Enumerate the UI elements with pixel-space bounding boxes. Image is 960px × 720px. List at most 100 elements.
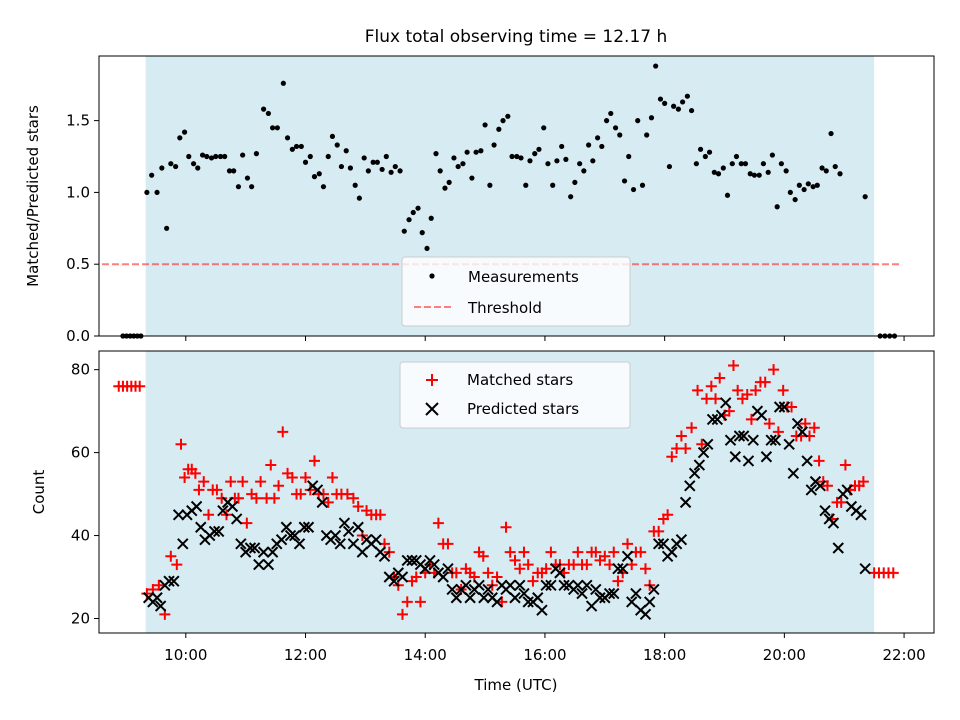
predicted-star-point	[334, 538, 346, 550]
measurement-point	[446, 179, 452, 185]
measurement-point	[657, 96, 664, 102]
measurement-point	[586, 142, 592, 148]
matched-star-point	[590, 546, 602, 558]
predicted-star-point	[572, 579, 584, 592]
measurement-point	[801, 186, 807, 193]
matched-star-point	[175, 438, 187, 450]
legend-measurements-marker	[429, 273, 435, 279]
measurement-point	[338, 163, 345, 170]
matched-star-point	[504, 546, 516, 558]
legend-matched-label: Matched stars	[467, 371, 573, 389]
x-tick-label: 16:00	[523, 646, 566, 664]
measurement-point	[397, 168, 403, 174]
measurement-point	[365, 168, 371, 174]
matched-star-point	[165, 550, 177, 562]
measurement-point	[469, 175, 475, 181]
predicted-star-point	[675, 533, 688, 546]
matched-star-point	[250, 492, 262, 504]
measurement-point	[442, 185, 448, 191]
measurement-point	[460, 161, 466, 167]
predicted-star-point	[316, 496, 328, 509]
predicted-star-point	[482, 583, 494, 596]
predicted-star-point	[289, 529, 301, 542]
matched-star-point	[211, 484, 223, 496]
predicted-star-point	[347, 538, 360, 550]
matched-star-point	[741, 389, 753, 401]
matched-star-point	[300, 471, 312, 483]
matched-star-point	[308, 455, 320, 467]
measurement-point	[688, 107, 695, 114]
predicted-star-point	[370, 533, 382, 546]
matched-star-point	[705, 380, 717, 392]
measurement-point	[644, 132, 650, 138]
measurement-point	[747, 171, 753, 177]
measurement-point	[173, 163, 179, 170]
measurement-point	[343, 148, 349, 154]
predicted-star-point	[352, 521, 364, 533]
matched-star-point	[277, 426, 289, 438]
measurement-point	[810, 184, 816, 190]
predicted-star-point	[235, 538, 247, 550]
x-tick-label: 10:00	[164, 646, 207, 664]
matched-star-point	[255, 476, 267, 488]
measurement-point	[590, 158, 596, 164]
predicted-star-point	[464, 592, 476, 604]
matched-star-point	[786, 401, 798, 413]
matched-star-point	[639, 563, 651, 575]
matched-star-point	[813, 455, 825, 467]
predicted-star-point	[442, 563, 454, 575]
measurement-point	[765, 169, 771, 175]
predicted-star-point	[791, 417, 804, 430]
predicted-star-point	[450, 592, 463, 604]
predicted-star-point	[608, 587, 620, 600]
measurement-point	[751, 172, 758, 178]
measurement-point	[514, 153, 520, 160]
predicted-star-point	[208, 525, 221, 538]
matched-star-point	[171, 559, 183, 571]
predicted-star-point	[666, 546, 678, 558]
predicted-star-point	[630, 587, 642, 600]
measurement-point	[347, 165, 353, 171]
matched-star-point	[527, 575, 539, 587]
matched-star-point	[692, 384, 704, 396]
matched-star-point	[265, 459, 277, 471]
predicted-star-point	[832, 542, 844, 554]
measurement-point	[787, 189, 793, 196]
matched-star-point	[410, 571, 422, 583]
y-tick-label: 0.0	[66, 327, 90, 345]
predicted-star-point	[742, 455, 755, 467]
measurement-point	[164, 225, 170, 231]
predicted-star-point	[801, 455, 813, 467]
measurement-point	[823, 168, 829, 174]
predicted-star-point	[230, 513, 243, 525]
measurement-point	[653, 63, 659, 69]
x-tick-label: 14:00	[404, 646, 447, 664]
measurement-point	[316, 171, 322, 177]
measurement-point	[675, 106, 682, 112]
measurement-point	[154, 189, 160, 196]
measurement-point	[554, 158, 560, 164]
predicted-star-point	[509, 592, 521, 604]
predicted-star-point	[478, 592, 490, 604]
predicted-star-point	[356, 546, 369, 558]
predicted-star-point	[522, 596, 534, 608]
predicted-star-point	[719, 397, 732, 409]
measurement-point	[693, 161, 699, 167]
predicted-star-point	[342, 525, 355, 538]
predicted-star-point	[684, 480, 696, 492]
legend-threshold-label: Threshold	[467, 299, 542, 317]
measurement-point	[796, 182, 802, 188]
matched-star-point	[304, 484, 316, 496]
matched-star-point	[608, 546, 620, 558]
matched-star-point	[482, 567, 494, 579]
measurement-point	[280, 80, 286, 86]
predicted-star-point	[554, 567, 566, 579]
measurement-point	[662, 100, 668, 106]
y-tick-label: 1.0	[66, 183, 90, 201]
measurement-point	[733, 153, 740, 160]
matched-star-point	[835, 496, 847, 508]
measurement-point	[428, 215, 434, 221]
bottom-legend-box	[399, 361, 631, 429]
measurement-point	[231, 168, 237, 174]
matched-star-point	[153, 579, 165, 591]
